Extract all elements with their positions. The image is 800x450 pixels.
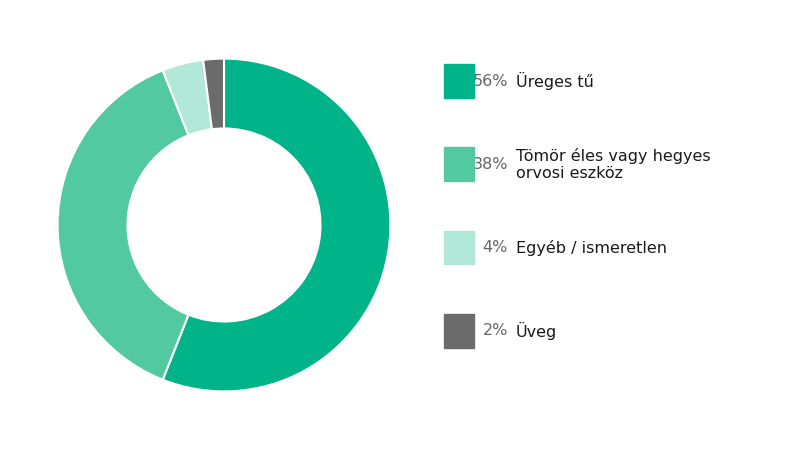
Text: 38%: 38%: [473, 157, 508, 172]
Text: 2%: 2%: [482, 323, 508, 338]
Wedge shape: [203, 58, 224, 129]
Wedge shape: [162, 58, 390, 392]
Wedge shape: [162, 60, 212, 135]
Wedge shape: [58, 70, 189, 380]
Text: 4%: 4%: [482, 240, 508, 255]
Text: Tömör éles vagy hegyes
orvosi eszköz: Tömör éles vagy hegyes orvosi eszköz: [516, 148, 710, 181]
Text: Egyéb / ismeretlen: Egyéb / ismeretlen: [516, 239, 667, 256]
Text: Üreges tű: Üreges tű: [516, 72, 594, 90]
Text: Üveg: Üveg: [516, 322, 558, 340]
Text: 56%: 56%: [473, 73, 508, 89]
